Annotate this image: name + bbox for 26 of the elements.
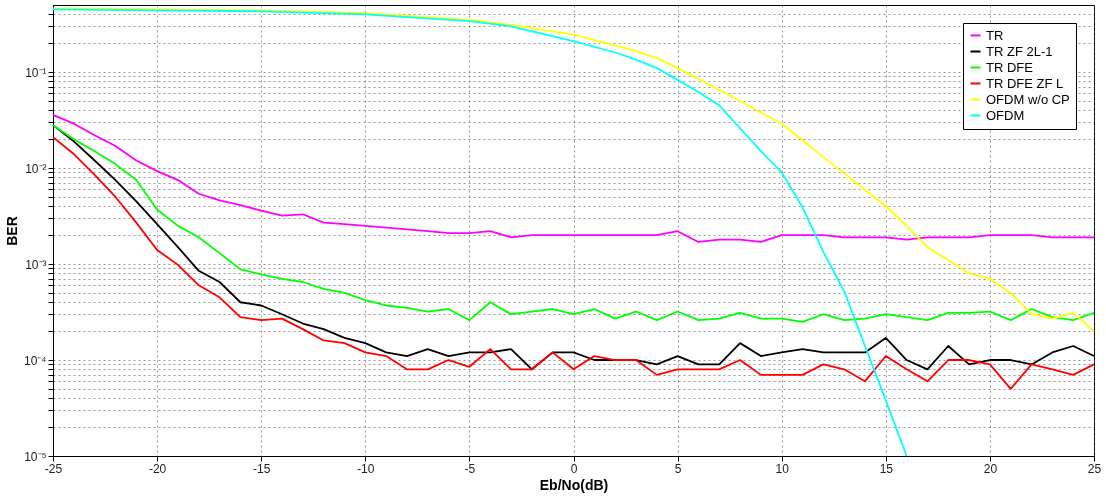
- y-axis-title: BER: [4, 216, 20, 246]
- x-tick-label: -5: [464, 461, 476, 476]
- legend-label: TR DFE ZF L: [986, 75, 1064, 91]
- x-tick-label: -20: [148, 461, 167, 476]
- legend-label: TR: [986, 27, 1004, 43]
- legend-label: TR DFE: [986, 59, 1034, 75]
- y-tick-label: 10⁻⁵: [24, 449, 47, 464]
- x-tick-label: -10: [357, 461, 375, 476]
- line-series: [52, 124, 1095, 323]
- legend-label: TR ZF 2L-1: [986, 43, 1053, 59]
- x-tick-label: -25: [44, 461, 63, 476]
- x-axis-title: Eb/No(dB): [539, 476, 609, 493]
- legend-label: OFDM w/o CP: [986, 91, 1070, 107]
- legend-label: OFDM: [986, 107, 1025, 123]
- x-tick-label: 5: [674, 461, 682, 476]
- x-tick-label: 25: [1087, 461, 1102, 476]
- y-tick-label: 10⁻³: [25, 257, 47, 272]
- y-tick-label: 10⁻¹: [25, 65, 47, 80]
- y-tick-label: 10⁻⁴: [23, 353, 47, 368]
- x-tick-label: -15: [253, 461, 271, 476]
- x-tick-label: 20: [983, 461, 998, 476]
- x-tick-label: 10: [775, 461, 790, 476]
- y-tick-label: 10⁻²: [25, 161, 47, 176]
- x-tick-label: 0: [570, 461, 578, 476]
- line-series: [52, 7, 1095, 333]
- x-tick-label: 15: [879, 461, 894, 476]
